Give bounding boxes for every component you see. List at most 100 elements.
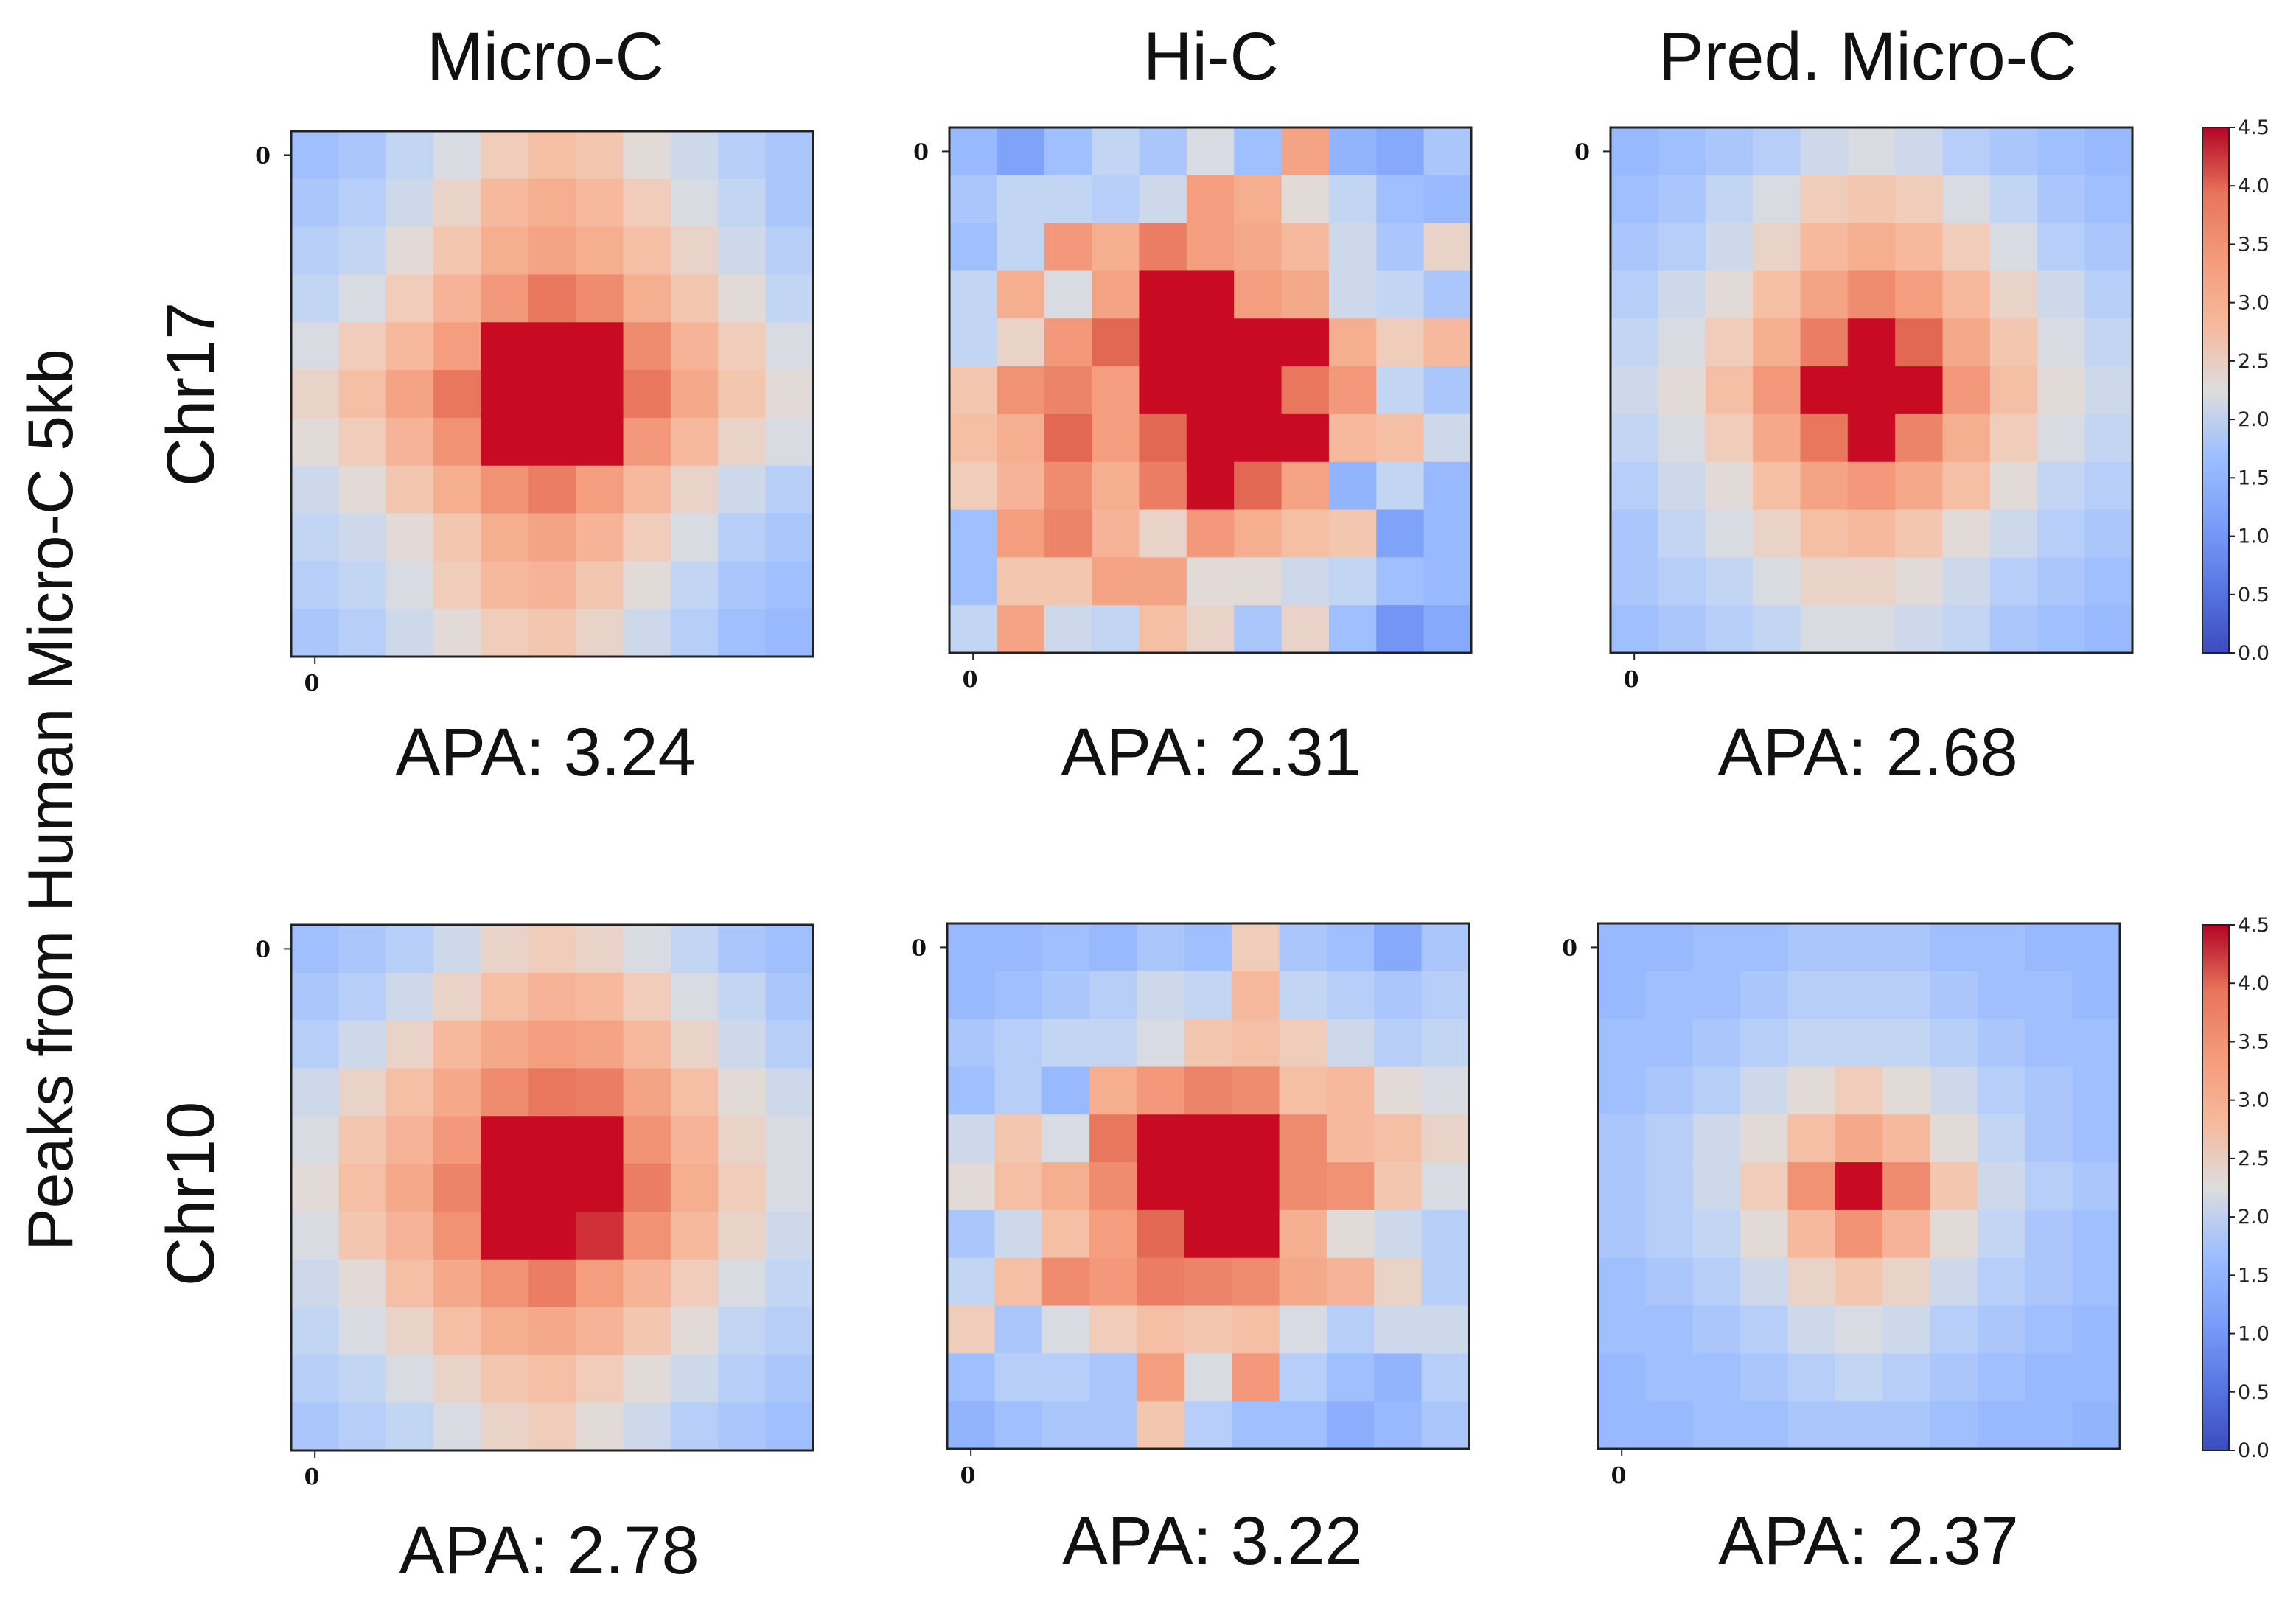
heatmap-cell — [481, 972, 529, 1021]
heatmap-cell — [385, 370, 434, 419]
y-side-label: Peaks from Human Micro-C 5kb — [15, 349, 86, 1250]
heatmap-cell — [949, 413, 997, 463]
heatmap-cell — [1705, 270, 1754, 319]
heatmap-cell — [481, 1211, 529, 1260]
heatmap-cell — [291, 609, 339, 657]
heatmap-cell — [997, 175, 1045, 224]
heatmap-cell — [1376, 127, 1425, 176]
heatmap-cell — [1787, 1209, 1836, 1259]
apa-label-chr17-hi-c: APA: 2.31 — [1061, 715, 1361, 790]
y-tick-label: 0 — [911, 935, 927, 961]
heatmap-cell — [576, 1211, 624, 1260]
heatmap-cell — [1787, 1114, 1836, 1163]
heatmap-cell — [528, 1116, 576, 1164]
heatmap-cell — [1800, 461, 1849, 511]
heatmap-cell — [1835, 1401, 1883, 1450]
heatmap-cell — [1977, 1114, 2025, 1163]
heatmap-cell — [1598, 971, 1646, 1020]
colorbar-tick-label: 2.0 — [2238, 408, 2269, 431]
heatmap-cell — [947, 1305, 995, 1354]
heatmap-cell — [718, 1116, 767, 1164]
heatmap-cell — [1234, 318, 1283, 367]
heatmap-cell — [1326, 1162, 1375, 1211]
heatmap-cell — [1044, 270, 1092, 319]
heatmap-cell — [670, 274, 719, 323]
heatmap-cell — [1645, 1353, 1694, 1402]
heatmap-cell — [1279, 1257, 1327, 1307]
heatmap-cell — [338, 925, 387, 974]
heatmap-cell — [1692, 1162, 1741, 1211]
heatmap-cell — [1279, 1353, 1327, 1402]
heatmap-cell — [1882, 923, 1931, 972]
heatmap-cell — [1089, 1257, 1138, 1307]
heatmap-cell — [718, 178, 767, 228]
heatmap-cell — [338, 1355, 387, 1403]
heatmap-cell — [623, 925, 671, 974]
heatmap-cell — [338, 561, 387, 609]
heatmap-cell — [1186, 557, 1235, 606]
heatmap-cell — [1186, 175, 1235, 224]
heatmap-cell — [1092, 605, 1140, 654]
heatmap-cell — [1847, 557, 1896, 606]
heatmap-cell — [2072, 1066, 2121, 1115]
heatmap-cell — [623, 178, 671, 228]
heatmap-cell — [1930, 1162, 1978, 1211]
heatmap-cell — [1328, 318, 1377, 367]
heatmap-cell — [1598, 923, 1646, 972]
heatmap-cell — [291, 925, 339, 974]
heatmap-cell — [2037, 270, 2086, 319]
heatmap-cell — [1930, 1401, 1978, 1450]
heatmap-cell — [433, 322, 482, 371]
heatmap-cell — [1645, 1019, 1694, 1068]
colorbar-tick-label: 0.5 — [2238, 1381, 2269, 1404]
heatmap-cell — [1044, 461, 1092, 511]
heatmap-cell — [2072, 1257, 2121, 1307]
heatmap-cell — [949, 366, 997, 415]
heatmap-cell — [1753, 557, 1801, 606]
heatmap-cell — [385, 1355, 434, 1403]
heatmap-cell — [1835, 971, 1883, 1020]
heatmap-cell — [528, 609, 576, 657]
heatmap-cell — [2084, 557, 2133, 606]
heatmap-cell — [385, 274, 434, 323]
heatmap-cell — [1645, 1401, 1694, 1450]
heatmap-cell — [994, 1209, 1043, 1259]
heatmap-cell — [1186, 509, 1235, 558]
row-label-chr10: Chr10 — [153, 1102, 228, 1287]
heatmap-cell — [528, 178, 576, 228]
heatmap-cell — [1847, 461, 1896, 511]
heatmap-cell — [1882, 1114, 1931, 1163]
heatmap-cell — [433, 1402, 482, 1451]
heatmap-cell — [1942, 318, 1991, 367]
heatmap-cell — [433, 1307, 482, 1355]
heatmap-cell — [1044, 557, 1092, 606]
heatmap-cell — [1787, 1353, 1836, 1402]
heatmap-cell — [623, 1020, 671, 1069]
heatmap-cell — [1989, 270, 2038, 319]
heatmap-cell — [1279, 1019, 1327, 1068]
heatmap-cell — [385, 178, 434, 228]
heatmap-cell — [994, 923, 1043, 972]
heatmap-cell — [528, 925, 576, 974]
heatmap-cell — [1376, 366, 1425, 415]
heatmap-cell — [670, 1116, 719, 1164]
heatmap-cell — [433, 1355, 482, 1403]
heatmap-cell — [1281, 509, 1330, 558]
heatmap-cell — [1740, 1257, 1789, 1307]
heatmap-cell — [338, 609, 387, 657]
heatmap-cell — [765, 1355, 814, 1403]
heatmap-cell — [994, 1162, 1043, 1211]
heatmap-cell — [2037, 127, 2086, 176]
heatmap-cell — [1692, 1401, 1741, 1450]
heatmap-cell — [576, 1020, 624, 1069]
heatmap-cell — [947, 1257, 995, 1307]
heatmap-cell — [623, 1259, 671, 1308]
heatmap-cell — [947, 1066, 995, 1115]
heatmap-panel-chr17-micro-c: 00 — [255, 130, 814, 696]
heatmap-cell — [433, 925, 482, 974]
heatmap-cell — [338, 465, 387, 514]
heatmap-cell — [1882, 1162, 1931, 1211]
heatmap-cell — [947, 1209, 995, 1259]
heatmap-cell — [1611, 366, 1658, 415]
heatmap-cell — [1092, 175, 1140, 224]
